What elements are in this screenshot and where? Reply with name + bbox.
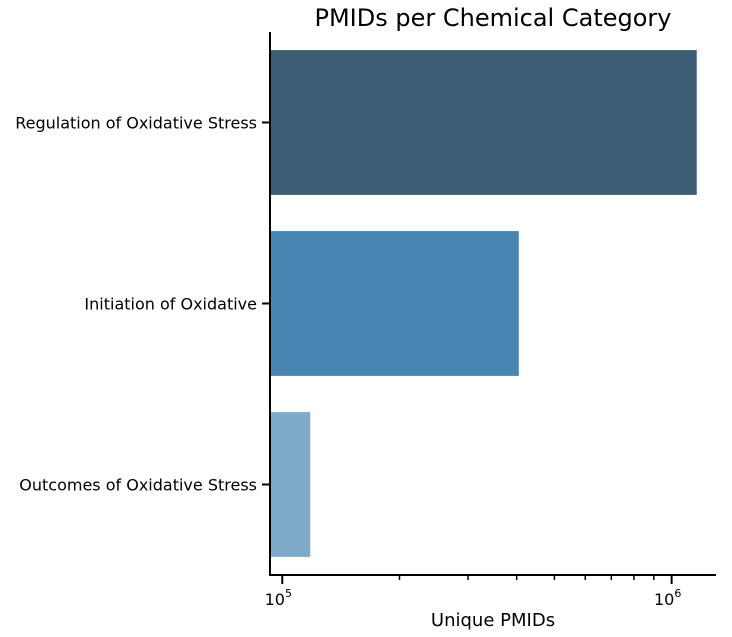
value-axis: 105 106 xyxy=(265,575,681,609)
bar xyxy=(270,412,311,557)
bars-group xyxy=(270,50,697,557)
bar xyxy=(270,231,519,376)
chart-title: PMIDs per Chemical Category xyxy=(315,4,672,32)
bar xyxy=(270,50,697,195)
x-axis-label: Unique PMIDs xyxy=(431,610,555,631)
x-tick-label: 105 xyxy=(265,587,292,609)
category-label: Initiation of Oxidative xyxy=(84,295,257,314)
category-axis: Regulation of Oxidative Stress Initiation… xyxy=(15,114,270,495)
category-label: Outcomes of Oxidative Stress xyxy=(19,476,257,495)
category-label: Regulation of Oxidative Stress xyxy=(15,114,257,133)
x-tick-label: 106 xyxy=(654,587,681,609)
